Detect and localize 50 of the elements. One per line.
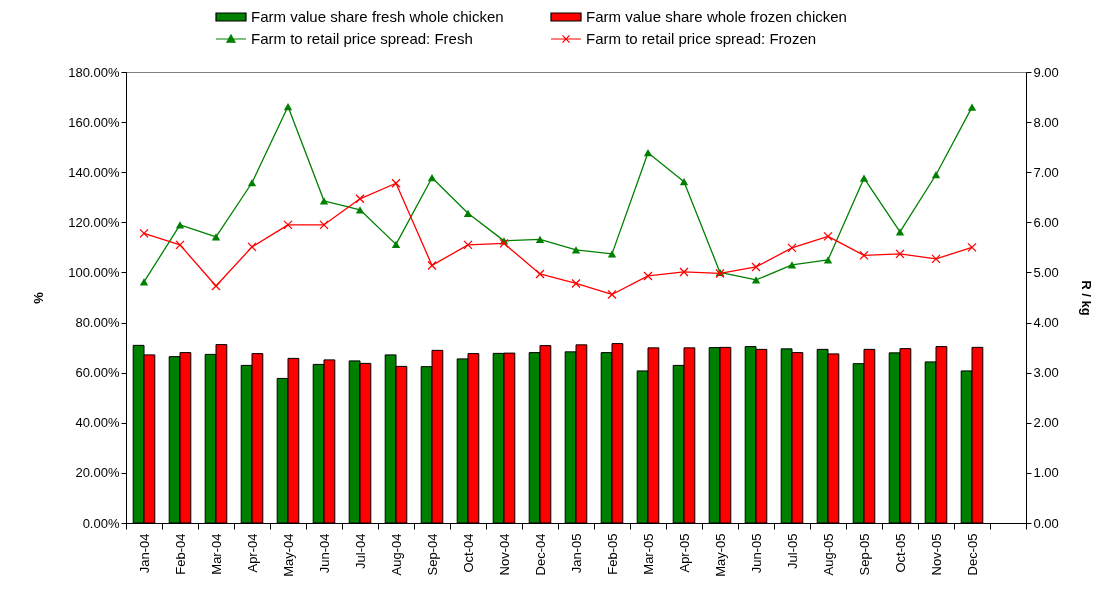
y2-tick-label: 4.00	[1033, 315, 1059, 331]
y-tick-label: 140.00%	[68, 164, 120, 180]
x-tick-label: Jan-04	[136, 533, 152, 574]
x-tick-label: Feb-04	[172, 533, 188, 575]
legend-label: Farm value share whole frozen chicken	[586, 8, 847, 25]
x-tick-label: Nov-04	[496, 533, 512, 576]
x-tick-label: Jan-05	[568, 533, 584, 574]
y2-tick-label: 6.00	[1033, 214, 1059, 230]
y2-tick-label: 2.00	[1033, 415, 1059, 431]
x-tick-label: Mar-04	[208, 533, 224, 575]
y2-tick-label: 1.00	[1033, 465, 1059, 481]
x-tick-label: Mar-05	[640, 533, 656, 575]
x-tick-label: Apr-04	[244, 533, 260, 573]
y-tick-label: 60.00%	[75, 365, 120, 381]
x-tick-label: Aug-05	[820, 533, 836, 576]
x-tick-label: Aug-04	[388, 533, 404, 576]
y2-tick-label: 9.00	[1033, 64, 1059, 80]
x-tick-label: Jul-05	[784, 533, 800, 569]
x-tick-label: Jul-04	[352, 533, 368, 569]
x-tick-label: Sep-04	[424, 533, 440, 576]
y-tick-label: 20.00%	[75, 465, 120, 481]
y-tick-label: 160.00%	[68, 114, 120, 130]
y2-tick-label: 5.00	[1033, 264, 1059, 280]
x-tick-label: Feb-05	[604, 533, 620, 575]
y2-axis-title: R / kg	[1078, 280, 1094, 316]
y2-tick-label: 3.00	[1033, 365, 1059, 381]
y-tick-label: 120.00%	[68, 214, 120, 230]
x-tick-label: Sep-05	[856, 533, 872, 576]
x-tick-label: Oct-04	[460, 533, 476, 573]
x-tick-label: May-05	[712, 533, 728, 577]
x-tick-label: Nov-05	[928, 533, 944, 576]
x-tick-label: May-04	[280, 533, 296, 577]
y-axis-title: %	[31, 291, 47, 304]
x-tick-label: Apr-05	[676, 533, 692, 573]
x-tick-label: Oct-05	[892, 533, 908, 573]
legend-label: Farm to retail price spread: Fresh	[251, 30, 473, 47]
y-tick-label: 40.00%	[75, 415, 120, 431]
y2-tick-label: 7.00	[1033, 164, 1059, 180]
y-tick-label: 180.00%	[68, 64, 120, 80]
x-tick-label: Dec-05	[964, 533, 980, 576]
y2-tick-label: 8.00	[1033, 114, 1059, 130]
x-tick-label: Jun-05	[748, 533, 764, 574]
legend-label: Farm to retail price spread: Frozen	[586, 30, 817, 47]
x-tick-label: Jun-04	[316, 533, 332, 574]
legend-label: Farm value share fresh whole chicken	[251, 8, 504, 25]
y2-tick-label: 0.00	[1033, 515, 1059, 531]
y-tick-label: 80.00%	[75, 315, 120, 331]
x-tick-label: Dec-04	[532, 533, 548, 576]
y-tick-label: 100.00%	[68, 264, 120, 280]
y-tick-label: 0.00%	[82, 515, 120, 531]
